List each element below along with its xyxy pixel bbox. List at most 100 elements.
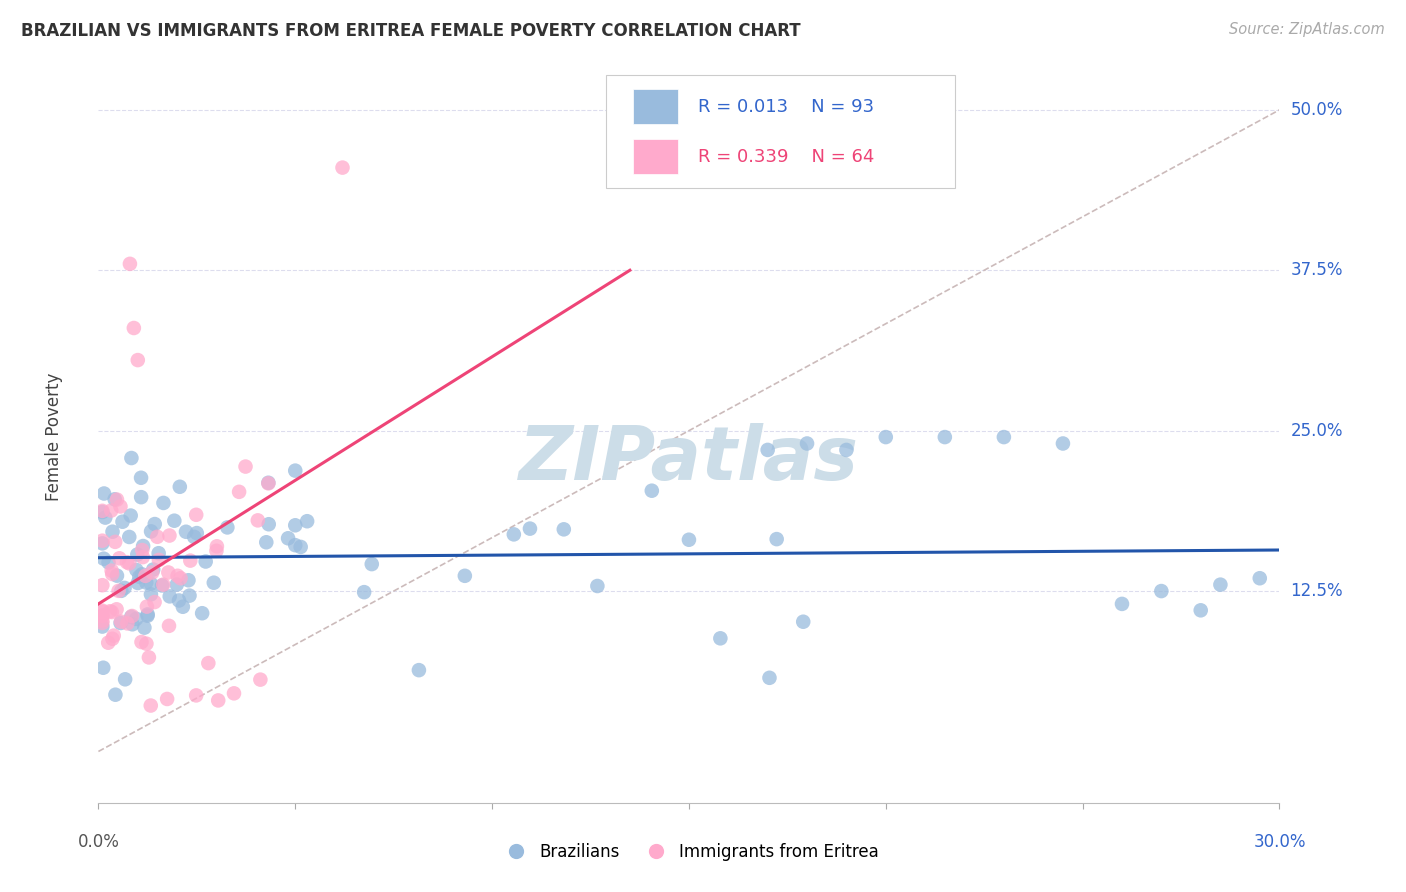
Point bbox=[197, 656, 219, 670]
Point bbox=[91, 604, 114, 618]
Point bbox=[177, 574, 200, 588]
Point bbox=[156, 692, 179, 706]
Text: Source: ZipAtlas.com: Source: ZipAtlas.com bbox=[1229, 22, 1385, 37]
Legend: Brazilians, Immigrants from Eritrea: Brazilians, Immigrants from Eritrea bbox=[492, 837, 886, 868]
Point bbox=[756, 442, 779, 457]
Point bbox=[125, 612, 148, 626]
Point bbox=[519, 522, 541, 536]
Point bbox=[91, 505, 114, 519]
FancyBboxPatch shape bbox=[606, 75, 955, 188]
Point bbox=[186, 689, 208, 703]
Point bbox=[284, 464, 307, 478]
Point bbox=[128, 570, 150, 584]
Point bbox=[332, 161, 354, 175]
Point bbox=[207, 693, 229, 707]
Point bbox=[1249, 571, 1271, 585]
Point bbox=[103, 629, 125, 643]
Point bbox=[132, 539, 155, 553]
Point bbox=[295, 514, 318, 528]
Point bbox=[91, 605, 114, 619]
Point bbox=[586, 579, 609, 593]
Point bbox=[150, 578, 173, 592]
Point bbox=[246, 513, 269, 527]
Point bbox=[148, 553, 170, 567]
Point bbox=[136, 607, 159, 622]
Point bbox=[139, 698, 162, 713]
Point bbox=[122, 321, 145, 335]
Point bbox=[186, 508, 208, 522]
Point bbox=[284, 518, 307, 533]
Point bbox=[125, 563, 148, 577]
Point bbox=[114, 673, 136, 687]
Point bbox=[179, 553, 201, 567]
Point bbox=[110, 500, 132, 514]
Point bbox=[98, 604, 121, 618]
Point bbox=[94, 510, 117, 524]
Point bbox=[146, 530, 169, 544]
Point bbox=[166, 577, 188, 591]
Point bbox=[163, 514, 186, 528]
Point bbox=[105, 492, 128, 507]
Point bbox=[134, 569, 156, 583]
Point bbox=[142, 563, 165, 577]
Point bbox=[152, 496, 174, 510]
Point bbox=[796, 436, 818, 450]
Point bbox=[709, 632, 731, 646]
Point bbox=[148, 546, 170, 560]
Point bbox=[222, 686, 245, 700]
Point bbox=[93, 486, 115, 500]
Text: 30.0%: 30.0% bbox=[1253, 833, 1306, 851]
Point bbox=[143, 595, 166, 609]
Point bbox=[104, 492, 127, 507]
Point bbox=[257, 517, 280, 532]
Point bbox=[100, 503, 122, 517]
Point bbox=[91, 608, 114, 623]
Point bbox=[121, 617, 143, 632]
Point bbox=[110, 615, 132, 629]
Point bbox=[93, 551, 115, 566]
Point bbox=[157, 619, 180, 633]
Text: R = 0.339    N = 64: R = 0.339 N = 64 bbox=[699, 148, 875, 166]
Point bbox=[454, 569, 477, 583]
Point bbox=[100, 564, 122, 578]
Point bbox=[118, 530, 141, 544]
FancyBboxPatch shape bbox=[634, 89, 678, 124]
Point bbox=[1189, 603, 1212, 617]
Point bbox=[172, 599, 194, 614]
Point bbox=[183, 530, 205, 544]
Point bbox=[875, 430, 897, 444]
Point bbox=[136, 608, 159, 623]
Point bbox=[129, 471, 152, 485]
Point bbox=[174, 524, 197, 539]
Point bbox=[249, 673, 271, 687]
Point bbox=[284, 538, 307, 552]
Point bbox=[139, 576, 162, 591]
Text: BRAZILIAN VS IMMIGRANTS FROM ERITREA FEMALE POVERTY CORRELATION CHART: BRAZILIAN VS IMMIGRANTS FROM ERITREA FEM… bbox=[21, 22, 800, 40]
Point bbox=[101, 605, 124, 619]
Point bbox=[159, 590, 181, 604]
Point bbox=[110, 583, 132, 598]
Point bbox=[934, 430, 956, 444]
Point bbox=[129, 490, 152, 504]
Point bbox=[179, 589, 201, 603]
Point bbox=[91, 615, 114, 630]
Point bbox=[139, 587, 162, 601]
Point bbox=[191, 606, 214, 620]
Point bbox=[105, 602, 128, 616]
Point bbox=[121, 609, 143, 624]
Point bbox=[159, 528, 181, 542]
Point bbox=[120, 610, 142, 624]
Point bbox=[108, 551, 131, 566]
Point bbox=[1111, 597, 1133, 611]
Point bbox=[131, 635, 153, 649]
Point bbox=[202, 575, 225, 590]
Point bbox=[360, 557, 382, 571]
Point bbox=[228, 484, 250, 499]
Point bbox=[143, 517, 166, 532]
Point bbox=[114, 581, 136, 595]
Point bbox=[290, 540, 312, 554]
Point bbox=[118, 557, 141, 571]
Point bbox=[118, 257, 141, 271]
Point bbox=[105, 568, 128, 582]
Text: 37.5%: 37.5% bbox=[1291, 261, 1343, 279]
